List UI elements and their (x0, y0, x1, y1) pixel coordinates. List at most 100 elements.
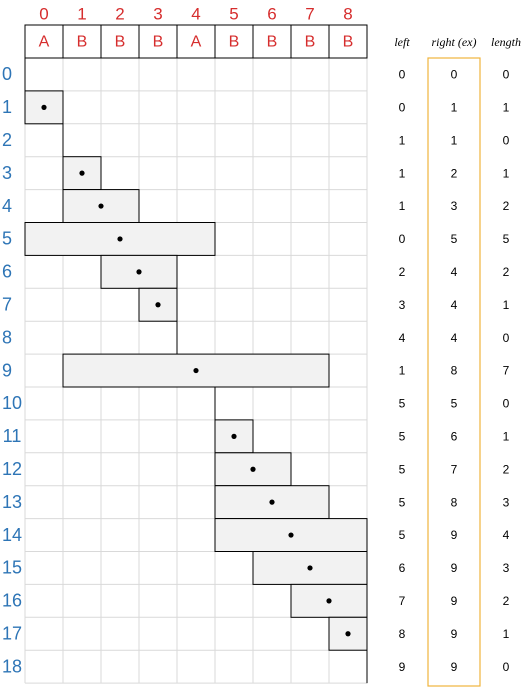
row-index: 3 (2, 163, 12, 183)
table-cell-right: 1 (451, 133, 458, 147)
column-index: 1 (77, 4, 86, 23)
table-cell-right: 3 (451, 199, 458, 213)
table-cell-right: 0 (451, 68, 458, 82)
table-cell-left: 3 (399, 298, 406, 312)
row-index: 14 (2, 525, 22, 545)
row-index: 7 (2, 295, 12, 315)
column-index: 3 (153, 4, 162, 23)
table-cell-left: 5 (399, 397, 406, 411)
table-cell-length: 1 (503, 166, 510, 180)
table-cell-length: 3 (503, 495, 510, 509)
table-cell-length: 0 (503, 68, 510, 82)
table-cell-left: 5 (399, 462, 406, 476)
row-index: 2 (2, 130, 12, 150)
table-cell-right: 8 (451, 495, 458, 509)
row-index: 5 (2, 229, 12, 249)
table-cell-left: 8 (399, 627, 406, 641)
table-cell-length: 0 (503, 133, 510, 147)
center-dot (288, 532, 294, 538)
row-index: 13 (2, 492, 22, 512)
center-dot (98, 203, 104, 209)
row-index: 4 (2, 196, 12, 216)
table-cell-length: 1 (503, 627, 510, 641)
table-cell-right: 4 (451, 298, 458, 312)
interval-bars (24, 90, 368, 651)
column-index: 0 (39, 4, 48, 23)
table-cell-length: 7 (503, 364, 510, 378)
letter-row-frame (24, 24, 368, 59)
table-cell-right: 6 (451, 430, 458, 444)
table-cell-left: 0 (399, 68, 406, 82)
center-dot (231, 433, 237, 439)
table-header-right: right (ex) (432, 35, 477, 49)
table-cell-right: 4 (451, 265, 458, 279)
string-letter: A (39, 34, 50, 51)
center-dot (307, 565, 313, 571)
grid-lines (24, 57, 368, 684)
table-cell-left: 1 (399, 364, 406, 378)
connector-lines (24, 58, 368, 684)
string-letter: A (191, 34, 202, 51)
table-cell-left: 1 (399, 133, 406, 147)
table-cell-right: 1 (451, 101, 458, 115)
labels: 0 1 2 3 4 5 6 7 8A B B B A B B B B0123456789101112131415… (2, 4, 521, 676)
table-cell-left: 9 (399, 660, 406, 674)
letter-row-box (24, 24, 368, 59)
table-cell-length: 1 (503, 101, 510, 115)
table-cell-left: 0 (399, 101, 406, 115)
string-letter: B (115, 34, 126, 51)
table-cell-left: 1 (399, 166, 406, 180)
table-cell-left: 5 (399, 495, 406, 509)
center-dot (155, 302, 161, 308)
table-cell-left: 7 (399, 594, 406, 608)
table-header-left: left (394, 35, 410, 49)
table-cell-left: 4 (399, 331, 406, 345)
table-cell-right: 9 (451, 594, 458, 608)
table-cell-right: 9 (451, 660, 458, 674)
interval-bar (214, 485, 330, 520)
table-cell-left: 0 (399, 232, 406, 246)
string-letter: B (267, 34, 278, 51)
string-letter: B (343, 34, 354, 51)
center-dot (250, 466, 256, 472)
table-cell-length: 2 (503, 199, 510, 213)
table-cell-length: 0 (503, 660, 510, 674)
column-index: 8 (343, 4, 352, 23)
table-cell-length: 4 (503, 528, 510, 542)
table-cell-right: 5 (451, 232, 458, 246)
row-index: 6 (2, 262, 12, 282)
center-dot (79, 170, 85, 176)
column-index: 5 (229, 4, 238, 23)
row-index: 17 (2, 624, 22, 644)
row-index: 8 (2, 327, 12, 347)
center-dot (326, 598, 332, 604)
center-dot (269, 499, 275, 505)
right-column-highlight (427, 57, 481, 687)
table-header-length: length (491, 35, 521, 49)
column-index: 6 (267, 4, 276, 23)
table-cell-left: 1 (399, 199, 406, 213)
center-dot (41, 104, 47, 110)
row-index: 11 (3, 426, 22, 446)
row-index: 15 (2, 558, 22, 578)
table-cell-right: 4 (451, 331, 458, 345)
center-dot (345, 631, 351, 637)
center-dot (136, 269, 142, 275)
table-cell-left: 5 (399, 528, 406, 542)
string-letter: B (77, 34, 88, 51)
row-index: 18 (2, 656, 22, 676)
table-cell-right: 9 (451, 561, 458, 575)
column-index: 2 (115, 4, 124, 23)
table-cell-length: 5 (503, 232, 510, 246)
table-cell-right: 8 (451, 364, 458, 378)
center-dot (117, 236, 123, 242)
string-letter: B (305, 34, 316, 51)
interval-bar (328, 616, 368, 651)
table-cell-length: 0 (503, 397, 510, 411)
row-index: 9 (2, 360, 12, 380)
table-cell-right: 2 (451, 166, 458, 180)
table-cell-left: 5 (399, 430, 406, 444)
table-cell-left: 6 (399, 561, 406, 575)
interval-bar (100, 254, 178, 289)
